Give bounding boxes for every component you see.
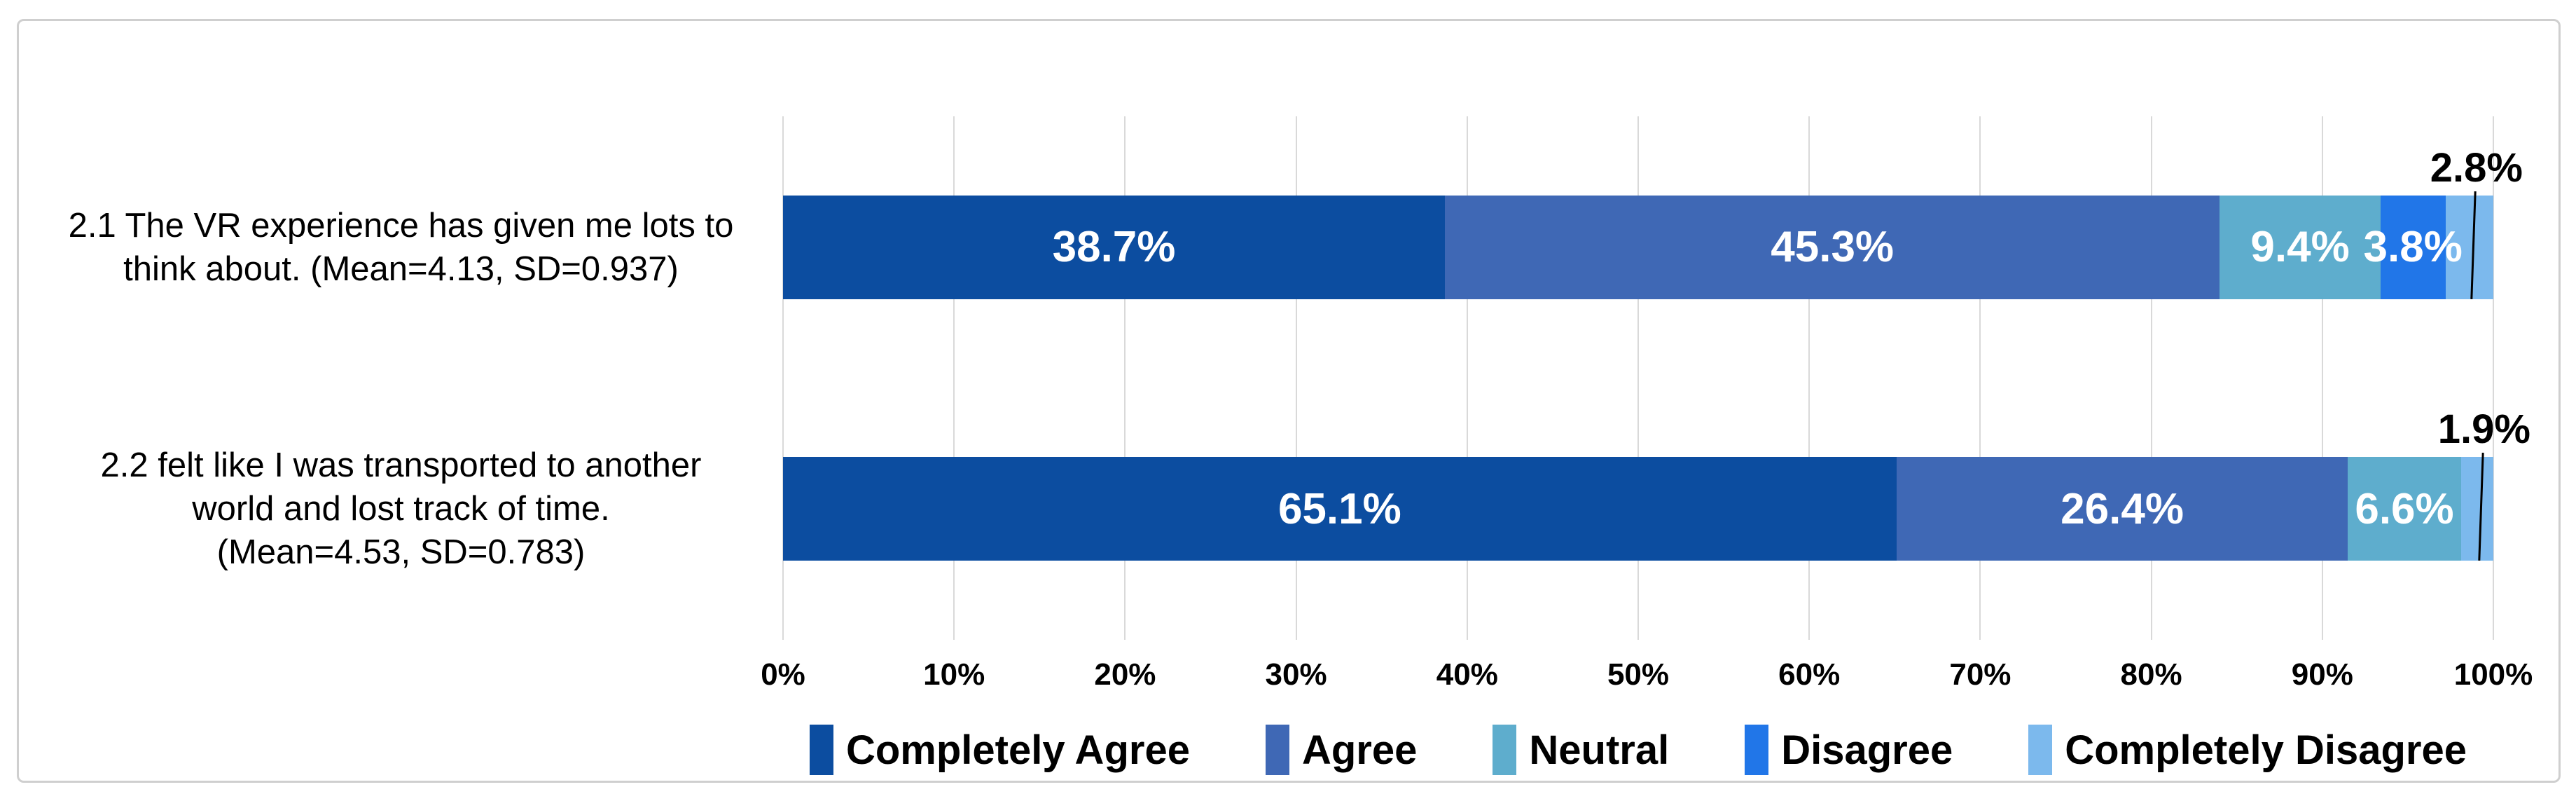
tick-label: 10%	[923, 657, 985, 692]
bar-segment-neutral: 9.4%	[2220, 195, 2381, 299]
bar-segment-agree: 45.3%	[1445, 195, 2220, 299]
legend-swatch	[1265, 725, 1289, 775]
legend-label: Agree	[1301, 727, 1418, 773]
category-label: 2.1 The VR experience has given me lots …	[19, 116, 783, 378]
legend-swatch	[1493, 725, 1517, 775]
tick-label: 50%	[1607, 657, 1670, 692]
legend-label: Completely Agree	[845, 727, 1190, 773]
bar-segment-disagree: 3.8%	[2364, 195, 2463, 299]
legend-item-disagree: Disagree	[1745, 725, 1953, 775]
bar-container: 65.1% 26.4% 6.6% 1.9%	[783, 378, 2530, 640]
gridline	[953, 116, 955, 640]
bar-row: 2.1 The VR experience has given me lots …	[19, 116, 2558, 378]
category-label-line: (Mean=4.53, SD=0.783)	[216, 533, 586, 571]
gridline	[1808, 116, 1810, 640]
gridline	[1979, 116, 1981, 640]
segment-label: 3.8%	[2363, 223, 2463, 271]
bar-row: 2.2 felt like I was transported to anoth…	[19, 378, 2558, 640]
legend-label: Disagree	[1781, 727, 1953, 773]
category-label-line: think about. (Mean=4.13, SD=0.937)	[123, 249, 679, 288]
stacked-bar: 38.7% 45.3% 9.4% 3.8% 2.8%	[783, 145, 2523, 299]
gridline	[2493, 116, 2494, 640]
tick-label: 20%	[1094, 657, 1156, 692]
gridline	[1124, 116, 1126, 640]
segment-label: 6.6%	[2355, 484, 2454, 533]
gridline	[782, 116, 784, 640]
callout-label: 2.8%	[2430, 144, 2523, 191]
x-axis: 0% 10% 20% 30% 40% 50% 60% 70% 80% 90% 100%	[761, 655, 2533, 696]
category-label-line: 2.2 felt like I was transported to anoth…	[100, 446, 702, 484]
legend-item-agree: Agree	[1265, 725, 1418, 775]
stacked-bar: 65.1% 26.4% 6.6% 1.9%	[783, 406, 2530, 561]
gridline	[1637, 116, 1639, 640]
bar-segment-neutral: 6.6%	[2348, 457, 2461, 561]
bar-segment-completely-agree: 38.7%	[783, 195, 1446, 299]
legend-item-neutral: Neutral	[1493, 725, 1669, 775]
tick-label: 60%	[1778, 657, 1841, 692]
gridline	[1295, 116, 1297, 640]
segment-label: 38.7%	[1052, 223, 1176, 271]
category-label-line: world and lost track of time.	[192, 490, 610, 528]
tick-label: 80%	[2120, 657, 2182, 692]
gridline	[2150, 116, 2152, 640]
gridline	[2321, 116, 2323, 640]
legend: Completely Agree Agree Neutral Disagree Comp…	[783, 722, 2493, 778]
legend-item-completely-agree: Completely Agree	[809, 725, 1190, 775]
bar-segment-agree: 26.4%	[1896, 457, 2348, 561]
plot-area	[782, 116, 2494, 640]
category-label: 2.2 felt like I was transported to anoth…	[19, 378, 783, 640]
legend-label: Completely Disagree	[2065, 727, 2467, 773]
legend-label: Neutral	[1529, 727, 1670, 773]
tick-label: 30%	[1265, 657, 1327, 692]
segment-label: 65.1%	[1277, 484, 1401, 533]
tick-label: 0%	[761, 657, 805, 692]
gridline	[1466, 116, 1468, 640]
category-label-line: 2.1 The VR experience has given me lots …	[68, 206, 734, 245]
legend-swatch	[809, 725, 833, 775]
bar-segment-completely-disagree	[2445, 195, 2493, 299]
bar-segment-completely-disagree	[2460, 457, 2493, 561]
legend-item-completely-disagree: Completely Disagree	[2028, 725, 2467, 775]
tick-label: 70%	[1949, 657, 2011, 692]
tick-label: 90%	[2291, 657, 2353, 692]
bar-container: 38.7% 45.3% 9.4% 3.8% 2.8%	[783, 116, 2523, 378]
tick-label: 100%	[2453, 657, 2533, 692]
legend-swatch	[1745, 725, 1769, 775]
figure-card: 2.1 The VR experience has given me lots …	[17, 19, 2561, 783]
tick-label: 40%	[1436, 657, 1498, 692]
segment-label: 45.3%	[1771, 223, 1895, 271]
segment-label: 9.4%	[2250, 223, 2350, 271]
segment-label: 26.4%	[2061, 484, 2184, 533]
bar-segment-completely-agree: 65.1%	[783, 457, 1897, 561]
legend-swatch	[2028, 725, 2053, 775]
callout-label: 1.9%	[2437, 406, 2530, 452]
